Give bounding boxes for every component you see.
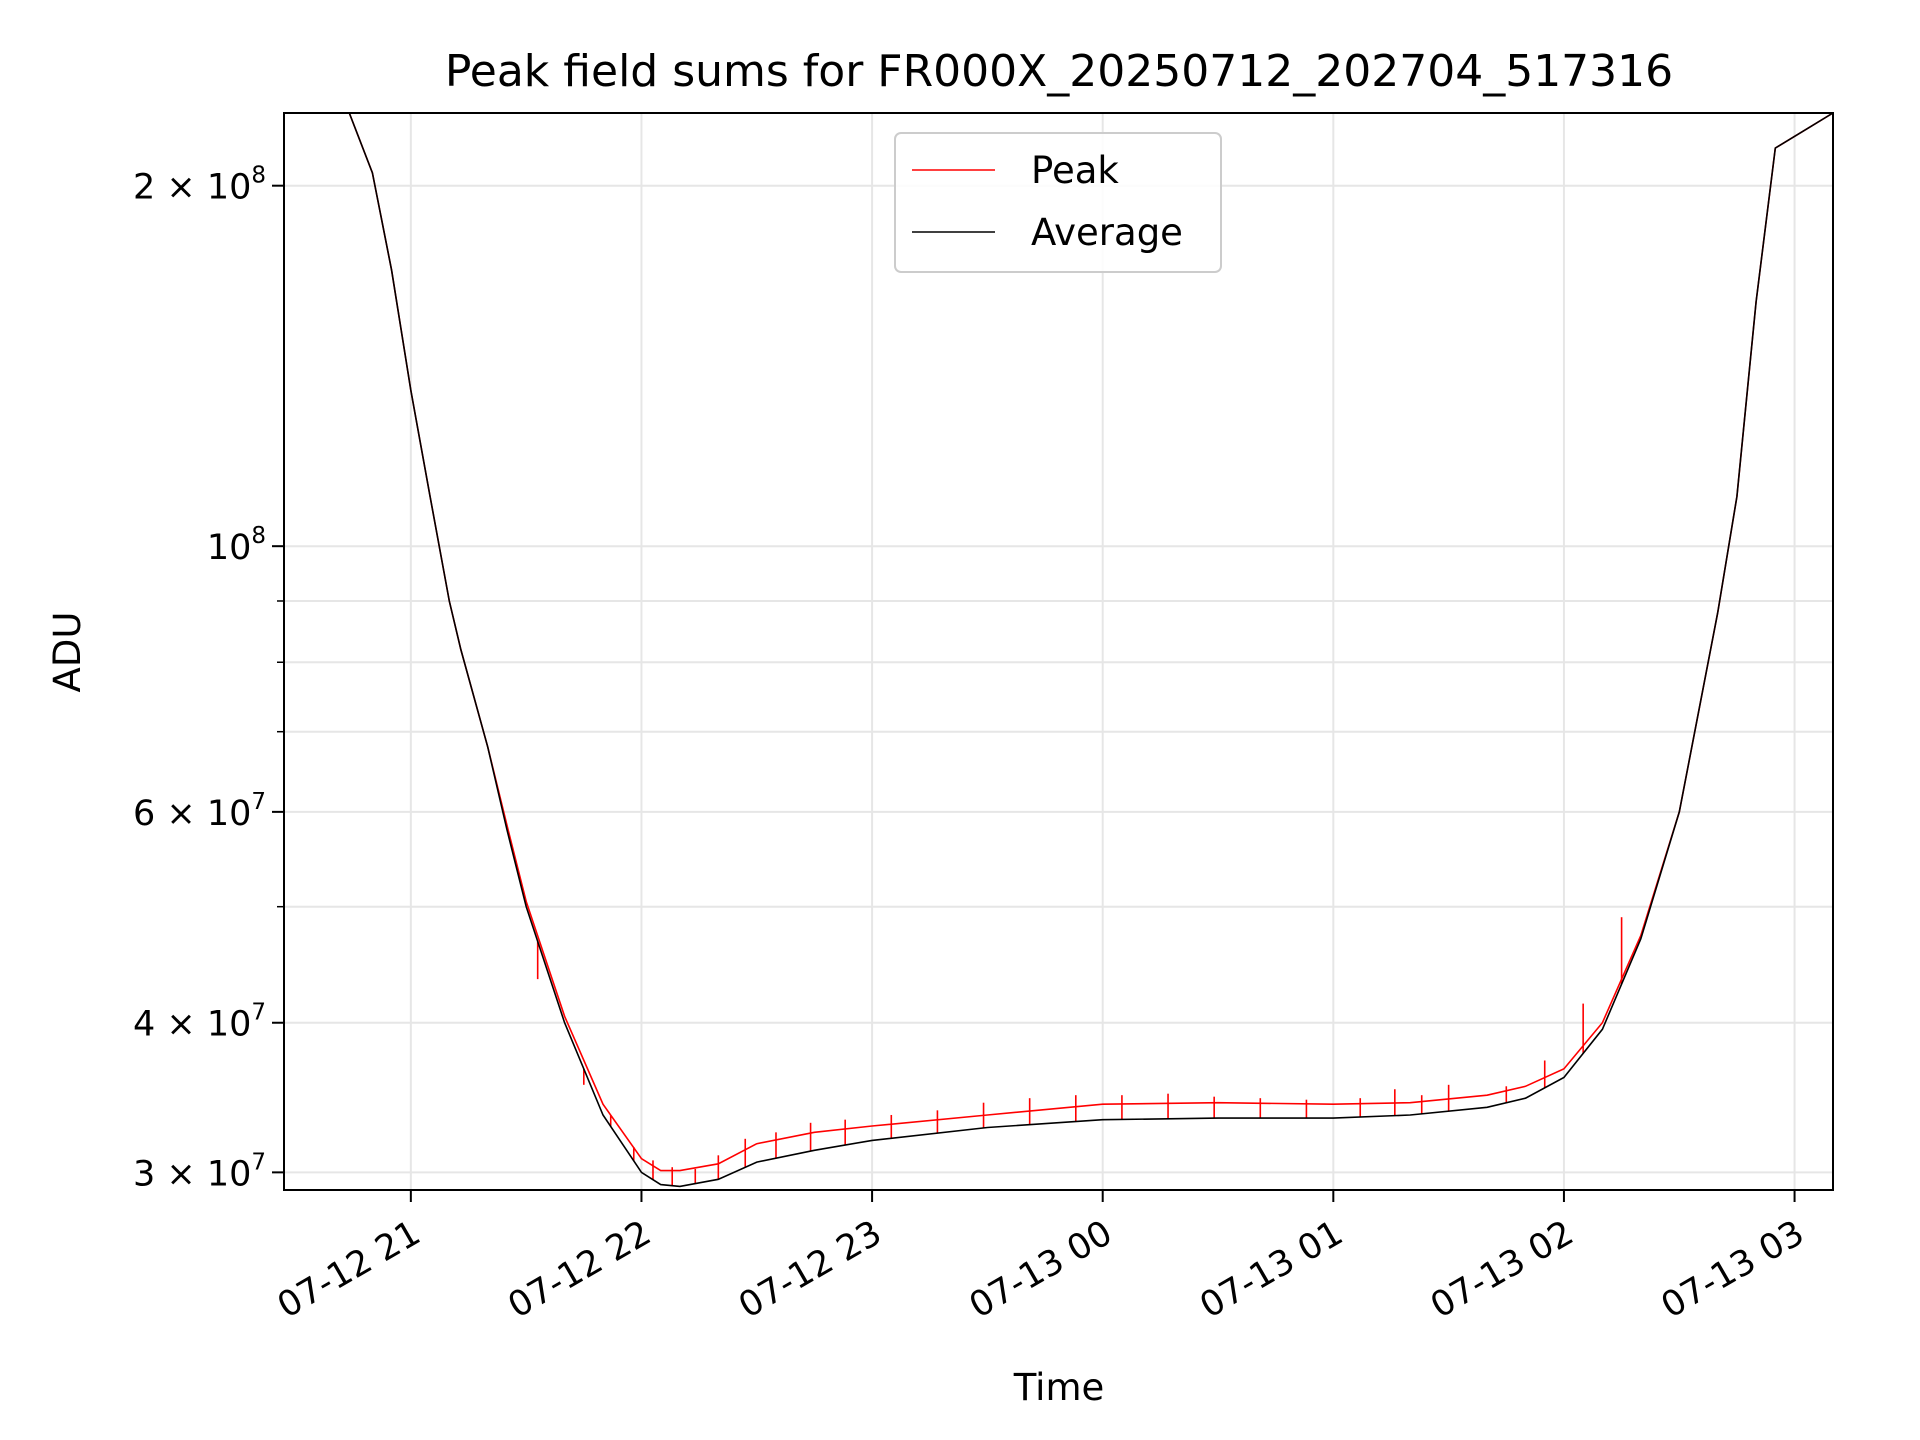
y-tick-label: 2 × 108 bbox=[133, 163, 266, 208]
y-tick-label: 108 bbox=[207, 523, 266, 568]
x-tick-label: 07-13 02 bbox=[1424, 1213, 1580, 1326]
x-axis-label: Time bbox=[1013, 1366, 1105, 1409]
series-line-average bbox=[284, 113, 1833, 1188]
chart-title: Peak field sums for FR000X_20250712_2027… bbox=[445, 46, 1673, 97]
x-tick-label: 07-12 23 bbox=[732, 1213, 888, 1326]
y-axis-label: ADU bbox=[46, 612, 89, 693]
grid bbox=[284, 113, 1833, 1190]
legend: Peak Average bbox=[894, 132, 1222, 273]
x-axis: 07-12 21 07-12 22 07-12 23 07-13 00 07-13 01… bbox=[271, 1190, 1811, 1326]
legend-label-peak: Peak bbox=[1031, 149, 1119, 192]
y-axis: 3 × 107 4 × 107 6 × 107 108 2 × 108 bbox=[133, 163, 284, 1194]
y-tick-label: 3 × 107 bbox=[133, 1149, 266, 1194]
x-tick-label: 07-12 22 bbox=[502, 1213, 658, 1326]
x-tick-label: 07-13 03 bbox=[1655, 1213, 1811, 1326]
plot-area bbox=[284, 113, 1833, 1188]
legend-label-average: Average bbox=[1031, 211, 1183, 254]
x-tick-label: 07-12 21 bbox=[271, 1213, 427, 1326]
x-tick-label: 07-13 00 bbox=[963, 1213, 1119, 1326]
y-tick-label: 4 × 107 bbox=[133, 1000, 266, 1045]
legend-box bbox=[894, 132, 1222, 273]
x-tick-label: 07-13 01 bbox=[1194, 1213, 1350, 1326]
plot-frame bbox=[283, 112, 1834, 1191]
y-tick-label: 6 × 107 bbox=[133, 789, 266, 834]
